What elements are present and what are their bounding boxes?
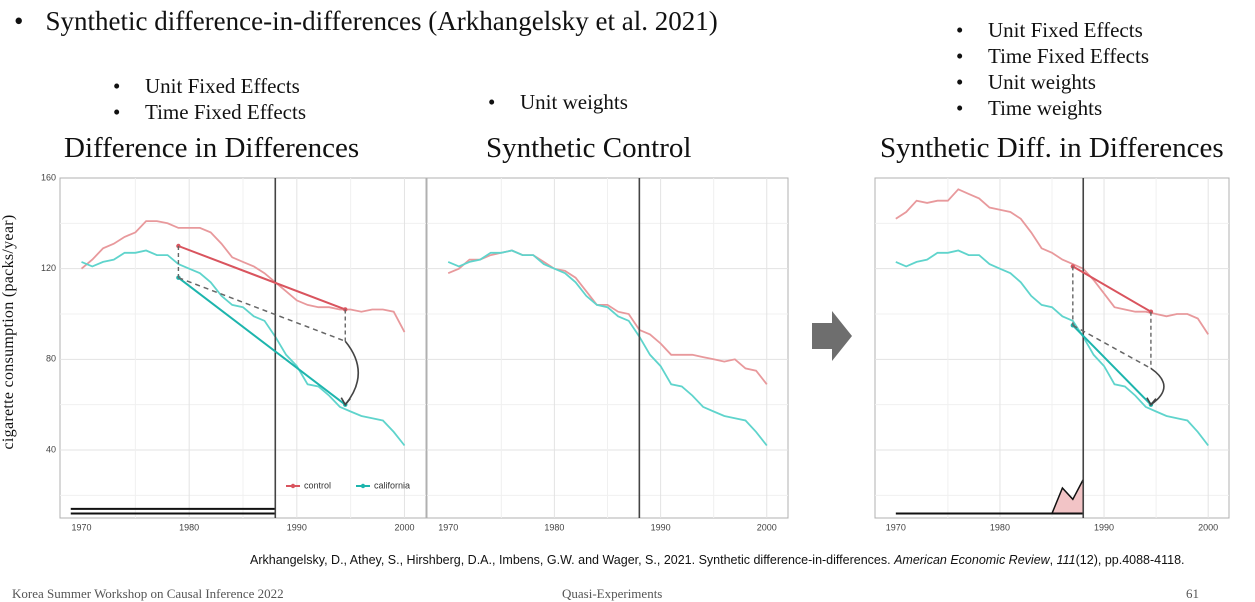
citation: Arkhangelsky, D., Athey, S., Hirshberg, … xyxy=(250,553,1185,567)
legend-label-california: california xyxy=(374,480,410,490)
did-feature-list: Unit Fixed Effects Time Fixed Effects xyxy=(113,73,306,125)
x-tick-label: 1980 xyxy=(179,522,199,532)
legend-marker-control xyxy=(290,483,296,489)
sdid-feature-item: Time weights xyxy=(956,95,1149,121)
main-bullet: • Synthetic difference-in-differences (Ar… xyxy=(14,6,718,37)
slide-title: Synthetic difference-in-differences (Ark… xyxy=(45,6,718,36)
x-tick-label: 1980 xyxy=(544,522,564,532)
effect-arrow-curve xyxy=(1150,367,1165,406)
sdid-chart: 1970 1980 1990 2000 xyxy=(874,177,1230,532)
legend-label-control: control xyxy=(304,480,331,490)
did-chart: 1970 1980 1990 2000 40 80 120 160 control califor… xyxy=(41,172,427,532)
citation-volume: 111 xyxy=(1056,553,1076,567)
sc-title: Synthetic Control xyxy=(486,132,692,164)
x-tick-label: 1990 xyxy=(651,522,671,532)
series-line-control xyxy=(80,220,406,333)
series-line-california xyxy=(81,249,406,447)
effect-arrowhead-icon xyxy=(1146,397,1157,407)
bullet-dot: • xyxy=(14,6,24,36)
citation-journal: American Economic Review xyxy=(894,553,1050,567)
y-tick-label: 40 xyxy=(46,444,56,454)
footer-center: Quasi-Experiments xyxy=(562,586,663,601)
sc-feature-list: Unit weights xyxy=(488,89,628,115)
citation-authors: Arkhangelsky, D., Athey, S., Hirshberg, … xyxy=(250,553,895,567)
sdid-feature-item: Unit Fixed Effects xyxy=(956,17,1149,43)
x-tick-label: 2000 xyxy=(757,522,777,532)
sdid-title: Synthetic Diff. in Differences xyxy=(880,132,1224,164)
x-tick-label: 1970 xyxy=(72,522,92,532)
series-line-california xyxy=(895,249,1209,447)
x-tick-label: 1970 xyxy=(438,522,458,532)
segment-counterfactual xyxy=(1072,324,1152,370)
series-line-california xyxy=(447,249,768,447)
did-feature-item: Time Fixed Effects xyxy=(113,99,306,125)
did-title: Difference in Differences xyxy=(64,132,360,164)
x-tick-label: 2000 xyxy=(1198,522,1218,532)
y-tick-label: 80 xyxy=(46,354,56,364)
x-tick-label: 1970 xyxy=(886,522,906,532)
y-tick-label: 120 xyxy=(41,263,56,273)
did-feature-item: Unit Fixed Effects xyxy=(113,73,306,99)
transition-arrow-icon xyxy=(812,311,852,361)
sdid-feature-item: Time Fixed Effects xyxy=(956,43,1149,69)
sdid-feature-item: Unit weights xyxy=(956,69,1149,95)
y-axis-label: cigarette consumption (packs/year) xyxy=(0,214,17,450)
footer-left: Korea Summer Workshop on Causal Inferenc… xyxy=(12,586,284,601)
x-tick-label: 1980 xyxy=(990,522,1010,532)
x-tick-label: 2000 xyxy=(394,522,414,532)
segment-control xyxy=(178,245,346,311)
sc-feature-item: Unit weights xyxy=(488,89,628,115)
segment-california xyxy=(1072,324,1152,406)
page-number: 61 xyxy=(1186,586,1199,601)
citation-pages: (12), pp.4088-4118. xyxy=(1075,553,1185,567)
segment-counterfactual xyxy=(178,277,346,342)
x-tick-label: 1990 xyxy=(1094,522,1114,532)
sc-chart: 1970 1980 1990 2000 xyxy=(426,177,789,532)
segment-control xyxy=(1072,265,1152,313)
sdid-feature-list: Unit Fixed Effects Time Fixed Effects Un… xyxy=(956,17,1149,121)
effect-arrowhead-icon xyxy=(340,397,351,407)
y-tick-label: 160 xyxy=(41,172,56,182)
legend-marker-california xyxy=(360,483,366,489)
x-tick-label: 1990 xyxy=(287,522,307,532)
series-line-control xyxy=(895,188,1209,335)
segment-california xyxy=(177,276,346,406)
